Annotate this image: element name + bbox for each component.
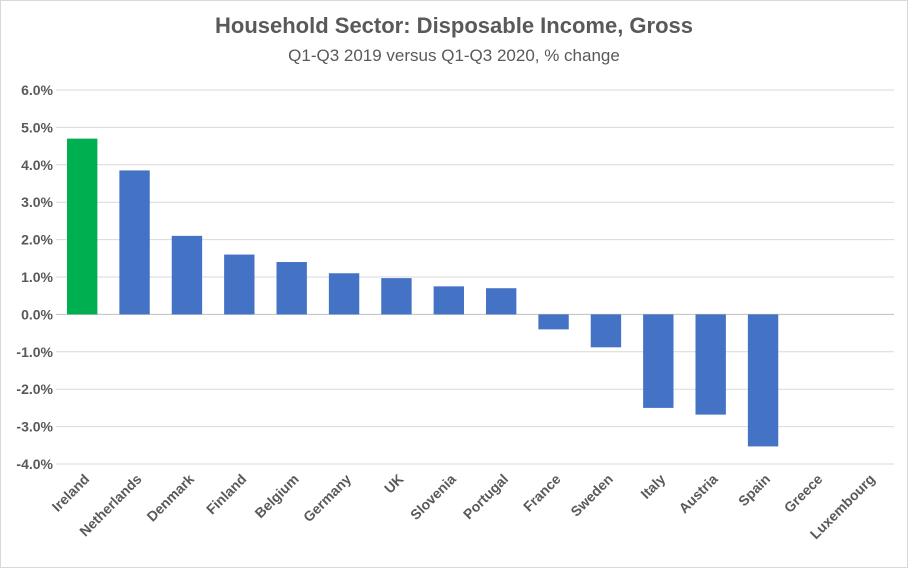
x-tick-label-ireland: Ireland <box>49 471 93 515</box>
bars <box>66 138 779 447</box>
bar-ireland <box>66 138 98 315</box>
bar-austria <box>695 314 726 415</box>
x-tick-label-slovenia: Slovenia <box>407 471 459 523</box>
bar-italy <box>643 314 674 408</box>
y-tick-label: 1.0% <box>21 269 53 285</box>
bar-denmark <box>171 235 203 315</box>
bar-belgium <box>276 262 307 315</box>
x-tick-label-greece: Greece <box>781 471 826 516</box>
bar-sweden <box>590 314 622 348</box>
y-tick-label: -1.0% <box>16 344 53 360</box>
x-tick-label-austria: Austria <box>675 471 721 517</box>
bar-finland <box>224 254 255 315</box>
bar-netherlands <box>119 170 150 315</box>
x-tick-label-germany: Germany <box>300 471 354 525</box>
bar-uk <box>381 278 412 315</box>
x-tick-label-france: France <box>520 471 564 515</box>
bar-germany <box>328 273 360 315</box>
y-tick-label: -4.0% <box>16 456 53 472</box>
y-tick-label: 6.0% <box>21 82 53 98</box>
x-tick-label-belgium: Belgium <box>251 471 301 521</box>
x-tick-label-finland: Finland <box>203 471 250 518</box>
x-tick-label-sweden: Sweden <box>567 471 616 520</box>
y-tick-label: 3.0% <box>21 194 53 210</box>
y-tick-label: 2.0% <box>21 232 53 248</box>
y-axis: 6.0% 5.0% 4.0% 3.0% 2.0% 1.0% 0.0% -1.0% -2.0% -3… <box>16 82 53 472</box>
bar-portugal <box>485 288 517 315</box>
y-tick-label: -3.0% <box>16 419 53 435</box>
x-tick-label-portugal: Portugal <box>460 471 511 522</box>
y-tick-label: 4.0% <box>21 157 53 173</box>
bar-slovenia <box>433 286 465 315</box>
x-tick-label-denmark: Denmark <box>143 471 197 525</box>
bar-france <box>538 314 569 330</box>
bar-spain <box>747 314 779 447</box>
y-tick-label: 5.0% <box>21 119 53 135</box>
chart-subtitle: Q1-Q3 2019 versus Q1-Q3 2020, % change <box>288 46 620 65</box>
x-tick-label-italy: Italy <box>637 471 668 502</box>
y-tick-label: -2.0% <box>16 381 53 397</box>
x-tick-label-uk: UK <box>381 471 407 497</box>
chart-title: Household Sector: Disposable Income, Gro… <box>215 13 693 38</box>
y-tick-label: 0.0% <box>21 306 53 322</box>
x-tick-label-spain: Spain <box>735 471 773 509</box>
